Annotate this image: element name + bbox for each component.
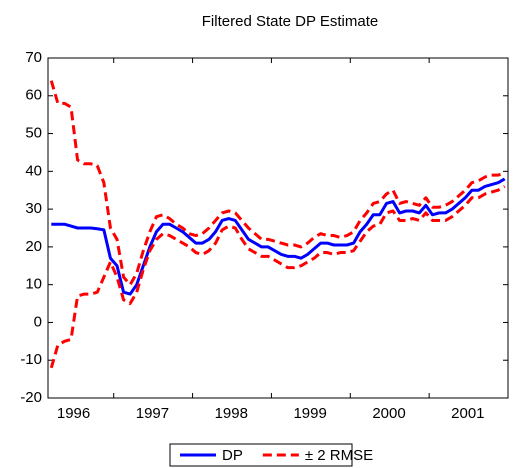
y-tick-label: -10	[20, 351, 42, 368]
y-tick-label: 40	[25, 162, 42, 179]
y-tick-label: 30	[25, 200, 42, 217]
chart-title: Filtered State DP Estimate	[202, 13, 378, 30]
y-tick-label: 50	[25, 125, 42, 142]
x-tick-label: 1996	[57, 405, 90, 422]
y-tick-label: 20	[25, 238, 42, 255]
x-tick-label: 2001	[451, 405, 484, 422]
x-tick-label: 1997	[136, 405, 169, 422]
series-line	[51, 177, 506, 296]
x-tick-label: 2000	[372, 405, 405, 422]
series-line	[49, 80, 506, 287]
y-tick-label: -20	[20, 389, 42, 406]
legend-label: DP	[222, 447, 243, 464]
y-tick-label: 0	[34, 313, 42, 330]
x-tick-label: 1999	[293, 405, 326, 422]
y-tick-label: 60	[25, 87, 42, 104]
y-tick-label: 70	[25, 49, 42, 66]
series-line	[49, 185, 506, 369]
legend-label: ± 2 RMSE	[305, 447, 373, 464]
x-tick-label: 1998	[215, 405, 248, 422]
legend-box	[169, 443, 353, 467]
y-tick-label: 10	[25, 276, 42, 293]
plot-frame	[47, 57, 509, 399]
